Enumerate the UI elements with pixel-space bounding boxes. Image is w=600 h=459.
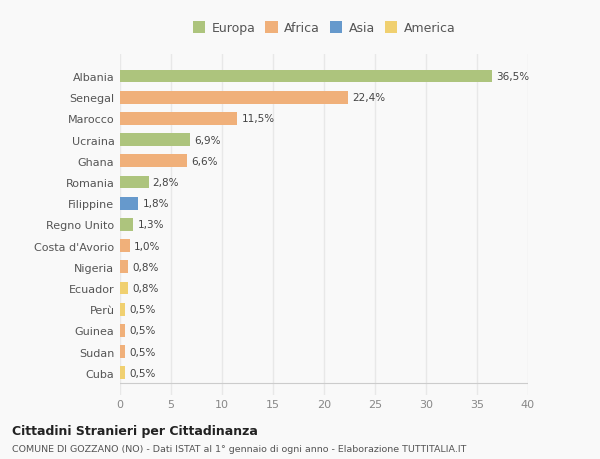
Text: Cittadini Stranieri per Cittadinanza: Cittadini Stranieri per Cittadinanza (12, 424, 258, 437)
Text: 0,5%: 0,5% (129, 347, 155, 357)
Bar (120, 71, 492, 83)
Bar (120, 325, 125, 337)
Text: 0,8%: 0,8% (132, 283, 158, 293)
Bar (120, 367, 125, 379)
Text: 11,5%: 11,5% (241, 114, 275, 124)
Bar (120, 218, 133, 231)
Bar (120, 282, 128, 295)
Bar (120, 92, 349, 104)
Bar (120, 240, 130, 252)
Text: 0,5%: 0,5% (129, 304, 155, 314)
Text: 0,8%: 0,8% (132, 262, 158, 272)
Legend: Europa, Africa, Asia, America: Europa, Africa, Asia, America (188, 17, 460, 40)
Bar (120, 113, 237, 125)
Bar (120, 261, 128, 274)
Text: 1,3%: 1,3% (137, 220, 164, 230)
Text: 1,0%: 1,0% (134, 241, 161, 251)
Bar (120, 346, 125, 358)
Text: 0,5%: 0,5% (129, 326, 155, 336)
Bar (120, 134, 190, 147)
Text: 1,8%: 1,8% (142, 199, 169, 209)
Text: 0,5%: 0,5% (129, 368, 155, 378)
Bar (120, 303, 125, 316)
Text: 22,4%: 22,4% (353, 93, 386, 103)
Text: 36,5%: 36,5% (496, 72, 530, 82)
Text: 6,9%: 6,9% (194, 135, 221, 146)
Text: COMUNE DI GOZZANO (NO) - Dati ISTAT al 1° gennaio di ogni anno - Elaborazione TU: COMUNE DI GOZZANO (NO) - Dati ISTAT al 1… (12, 444, 466, 453)
Text: 2,8%: 2,8% (152, 178, 179, 188)
Text: 6,6%: 6,6% (191, 157, 218, 167)
Bar (120, 176, 149, 189)
Bar (120, 197, 139, 210)
Bar (120, 155, 187, 168)
